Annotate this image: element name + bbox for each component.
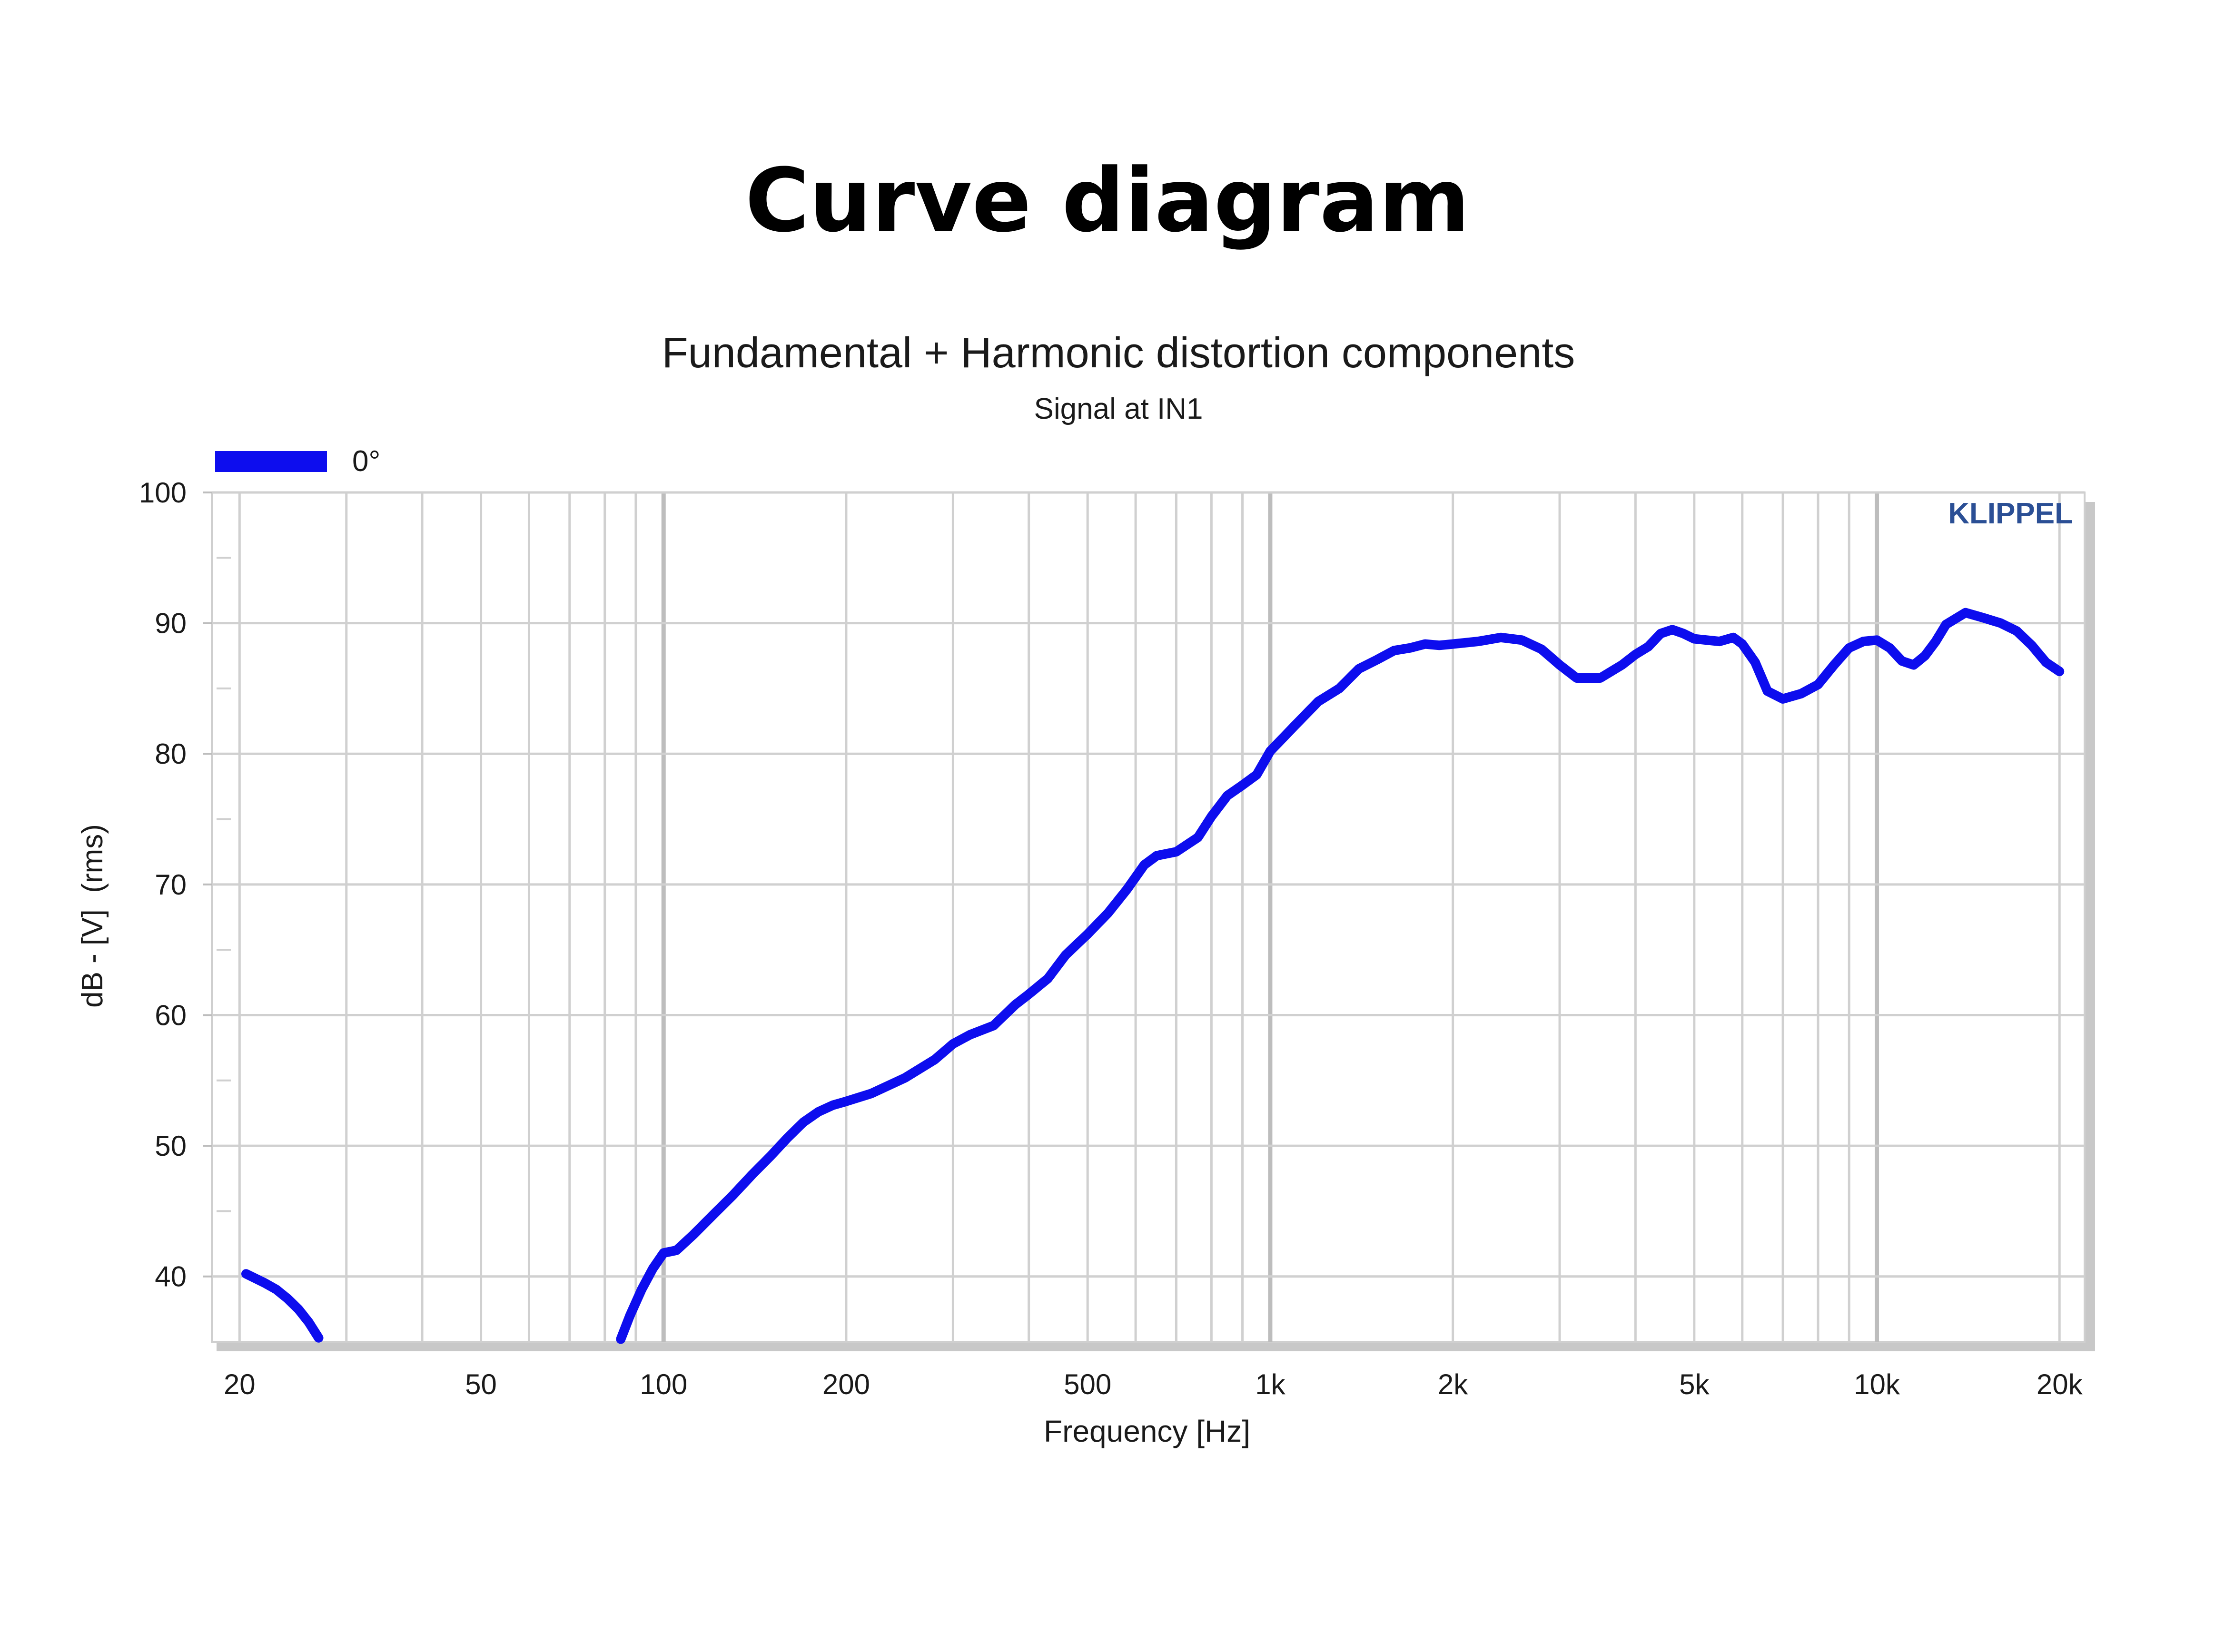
y-tick-label: 70 [155,869,187,901]
y-tick-label: 90 [155,608,187,639]
x-tick-label: 20k [2037,1368,2083,1400]
y-axis-label: dB - [V] (rms) [76,824,109,1008]
chart-title: Fundamental + Harmonic distortion compon… [662,329,1575,377]
x-tick-label: 5k [1679,1368,1710,1400]
y-tick-label: 40 [155,1261,187,1293]
chart-subtitle: Signal at IN1 [1034,393,1203,425]
frame-shadow-right [2085,502,2095,1351]
y-tick-label: 80 [155,738,187,770]
grid-lines [212,491,2085,1342]
x-tick-label: 200 [822,1368,870,1400]
y-tick-label: 100 [139,477,187,509]
y-axis-ticks: 40 50 60 70 80 90 100 [139,477,231,1293]
x-tick-label: 10k [1854,1368,1900,1400]
klippel-watermark: KLIPPEL [1948,497,2073,530]
page-heading: Curve diagram [745,150,1470,252]
plot-frame [211,492,2095,1351]
series-lines [241,608,2065,1344]
x-tick-label: 2k [1438,1368,1468,1400]
series-line-0deg-segment-1 [241,1269,324,1343]
x-tick-label: 100 [640,1368,687,1400]
legend-swatch-0deg [215,451,327,472]
x-axis-label: Frequency [Hz] [1044,1414,1250,1448]
x-tick-label: 20 [224,1368,256,1400]
chart-legend: 0° [215,445,380,478]
x-axis-ticks: 20 50 100 200 500 1k 2k 5k 10k 20k [224,1368,2083,1400]
y-tick-label: 50 [155,1130,187,1162]
legend-label-0deg: 0° [352,445,380,478]
plot-area [211,492,2086,1343]
frame-shadow-bottom [217,1342,2095,1351]
x-tick-label: 50 [465,1368,497,1400]
series-line-0deg-segment-2 [616,608,2065,1344]
x-tick-label: 1k [1255,1368,1285,1400]
x-tick-label: 500 [1064,1368,1111,1400]
y-tick-label: 60 [155,999,187,1031]
